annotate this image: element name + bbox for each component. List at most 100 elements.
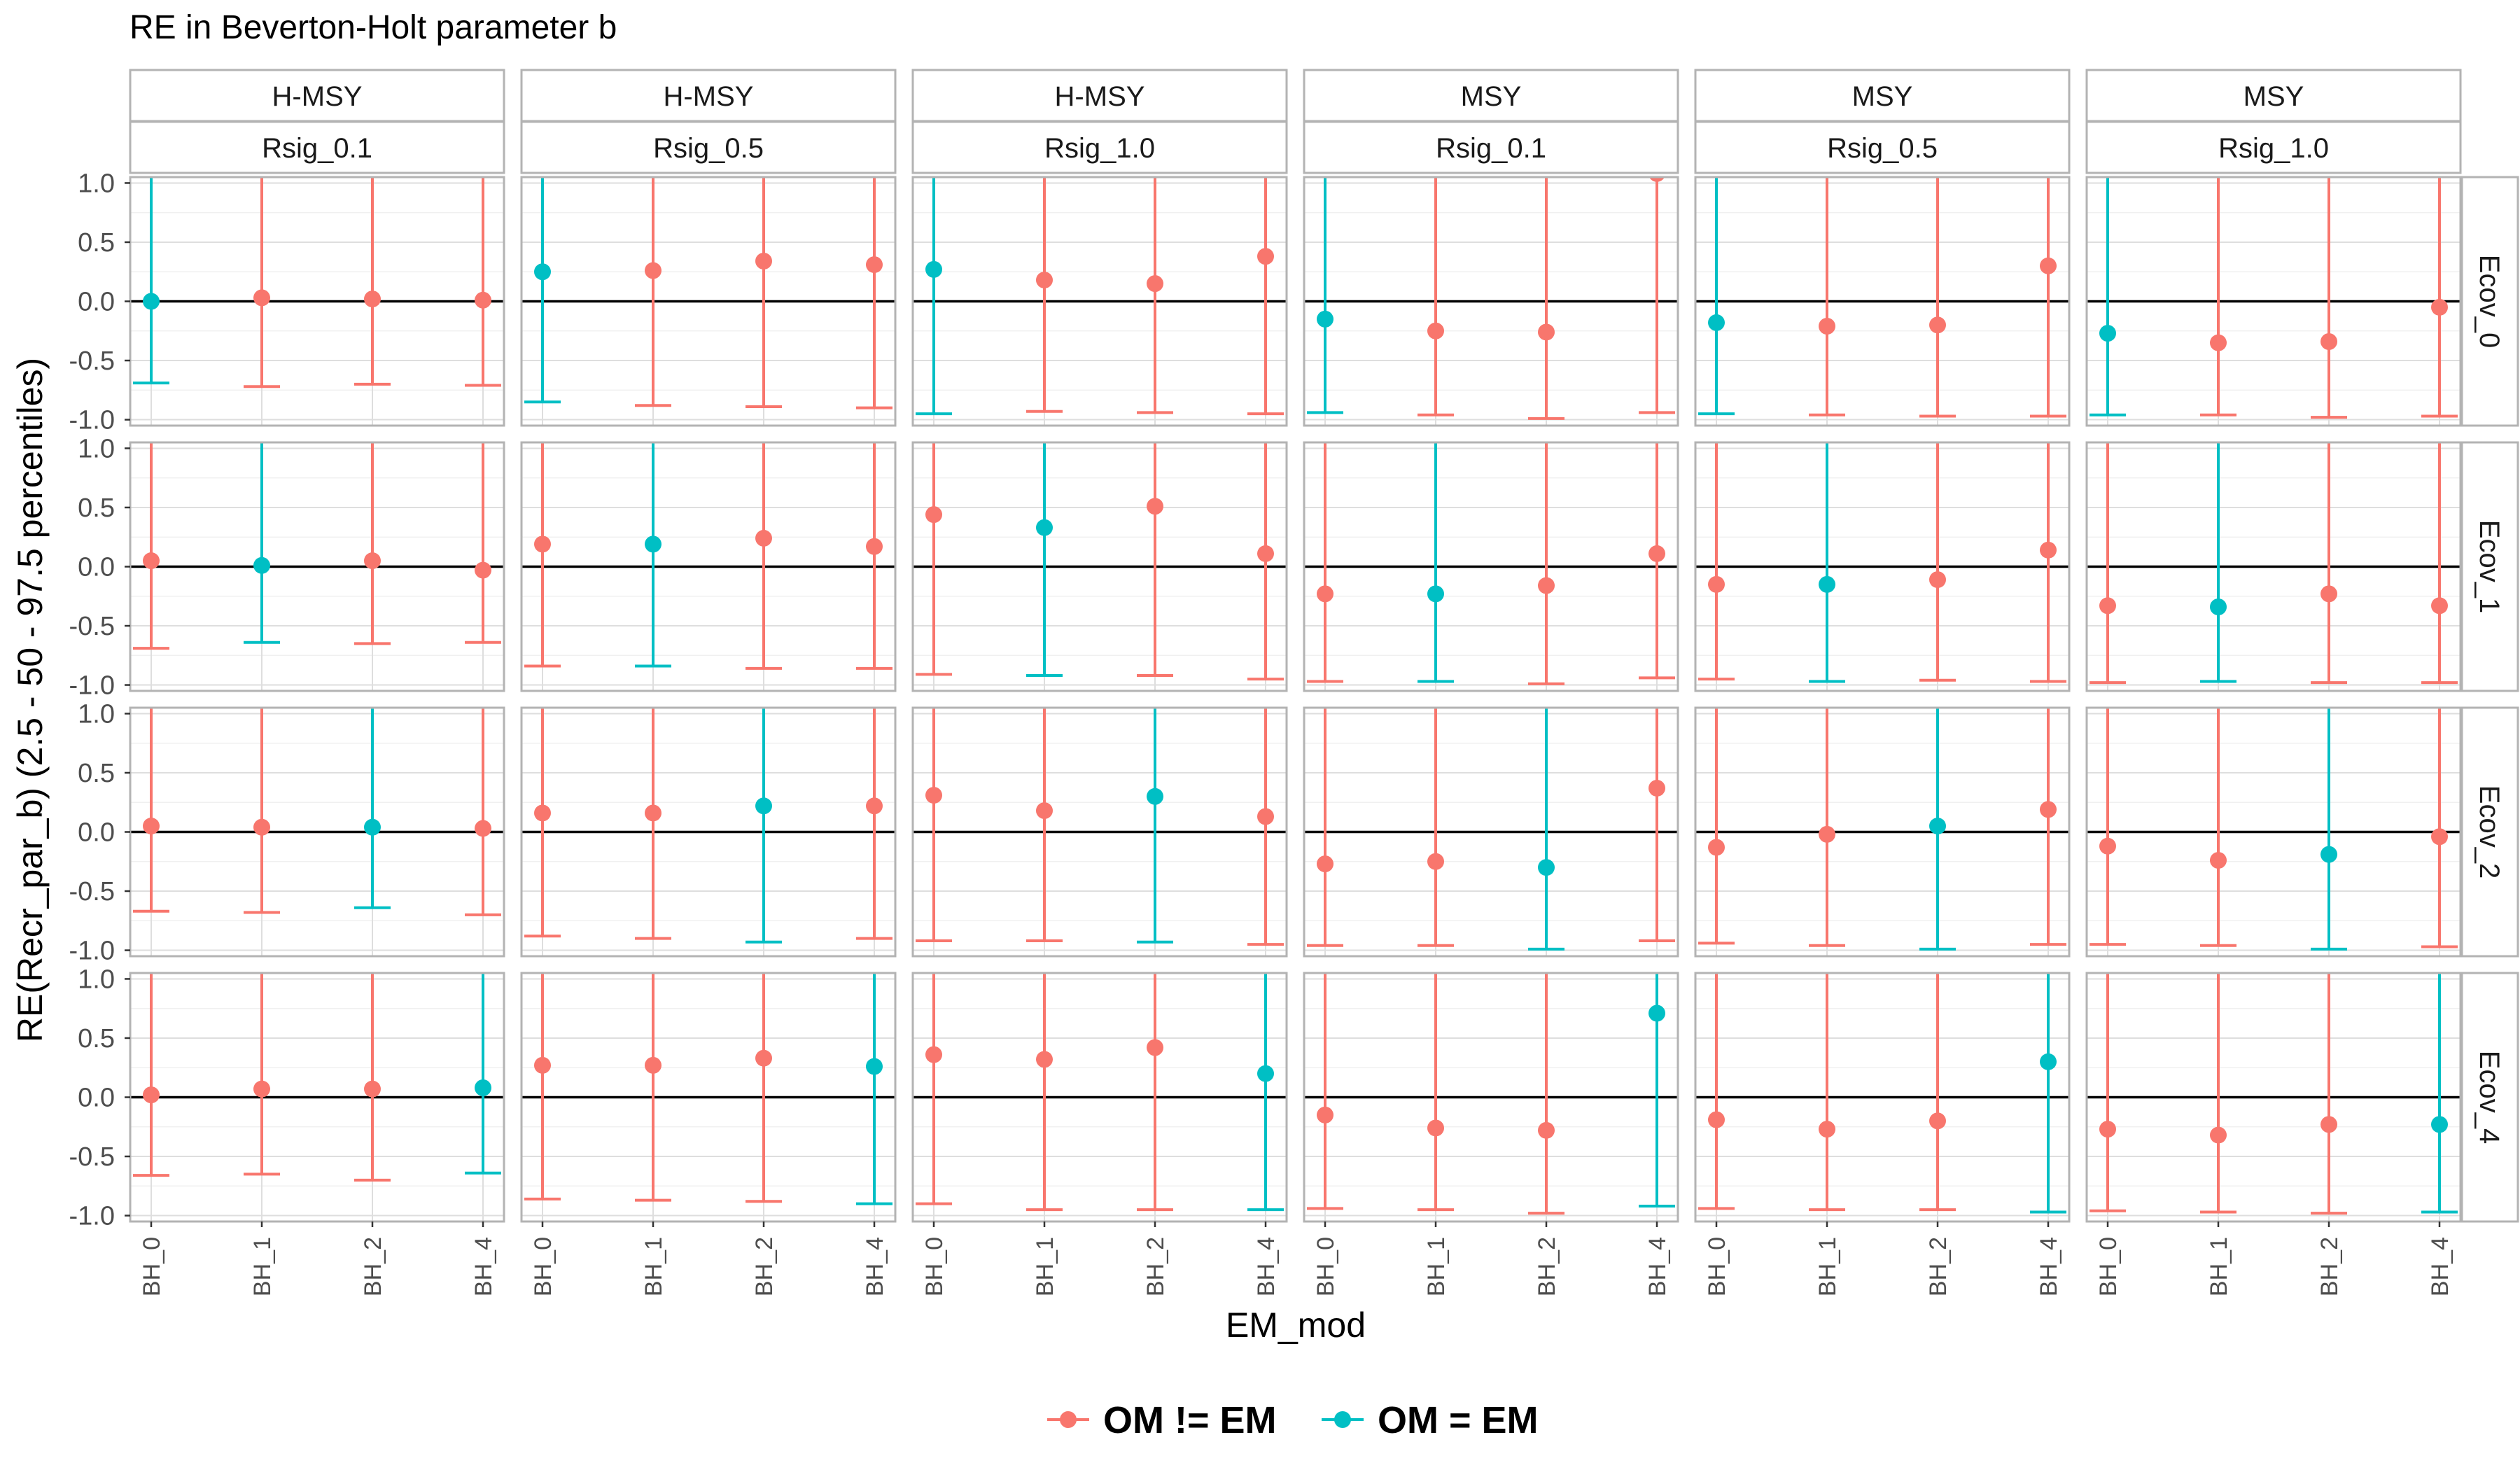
- legend-label: OM != EM: [1103, 1399, 1277, 1441]
- strip-top-label: MSY: [1852, 81, 1913, 112]
- panel-border: [2085, 706, 2462, 958]
- panel-marks: [524, 442, 892, 670]
- median-point: [475, 291, 491, 309]
- panel-border: [911, 706, 1288, 958]
- strip-top-box: [2085, 69, 2462, 122]
- x-tick-label: BH_0: [1704, 1237, 1730, 1296]
- x-tick-label: BH_1: [640, 1237, 667, 1296]
- median-point: [2320, 585, 2337, 603]
- median-point: [1648, 779, 1665, 797]
- panel-border: [1694, 706, 2071, 958]
- median-point: [475, 561, 491, 579]
- legend-key-point: [1060, 1411, 1077, 1428]
- median-point: [1708, 314, 1725, 331]
- facet-panels: H-MSY Rsig_0.1 H-MSY Rsig_0.5 H-MSY Rsig_1.0 M…: [69, 69, 2519, 1296]
- y-tick-label: 0.0: [78, 553, 115, 582]
- median-point: [534, 804, 551, 822]
- x-tick-label: BH_1: [1814, 1237, 1841, 1296]
- x-tick-label: BH_0: [2095, 1237, 2122, 1296]
- median-point: [2099, 1121, 2116, 1138]
- median-point: [755, 797, 772, 815]
- median-point: [2431, 828, 2448, 846]
- strip-bottom-box: [911, 120, 1288, 174]
- panel-marks: [1307, 973, 1675, 1215]
- y-tick-label: 0.5: [78, 759, 115, 788]
- x-tick-label: BH_2: [2316, 1237, 2343, 1296]
- x-tick-label: BH_1: [249, 1237, 276, 1296]
- y-tick-label: -0.5: [69, 1142, 115, 1172]
- y-tick-label: -0.5: [69, 877, 115, 906]
- legend-label: OM = EM: [1378, 1399, 1539, 1441]
- panel-marks: [133, 177, 501, 388]
- panel-marks: [916, 442, 1284, 681]
- strip-top-label: MSY: [2244, 81, 2304, 112]
- median-point: [866, 538, 883, 555]
- median-point: [645, 1056, 662, 1074]
- panel-marks: [1307, 708, 1675, 951]
- median-point: [1317, 1106, 1334, 1124]
- median-point: [2431, 298, 2448, 316]
- median-point: [2099, 597, 2116, 615]
- median-point: [925, 260, 942, 278]
- median-point: [2210, 1126, 2227, 1144]
- panel-border: [2085, 972, 2462, 1223]
- median-point: [1427, 322, 1444, 340]
- median-point: [1708, 839, 1725, 856]
- row-strip-label: Ecov_2: [2474, 785, 2505, 878]
- median-point: [534, 263, 551, 281]
- strip-top-label: MSY: [1461, 81, 1522, 112]
- chart-title: RE in Beverton-Holt parameter b: [130, 9, 617, 46]
- row-strip-box: [2460, 972, 2519, 1223]
- y-tick-label: 1.0: [78, 434, 115, 463]
- median-point: [1538, 1121, 1555, 1139]
- panel-marks: [524, 973, 892, 1205]
- median-point: [645, 262, 662, 279]
- x-axis-title: EM_mod: [1226, 1306, 1366, 1345]
- median-point: [1819, 825, 1835, 843]
- panel-marks: [916, 177, 1284, 416]
- median-point: [1929, 818, 1946, 835]
- strip-top-box: [1694, 69, 2071, 122]
- y-tick-label: 0.0: [78, 1084, 115, 1113]
- row-strip-label: Ecov_4: [2474, 1051, 2505, 1144]
- row-strip-box: [2460, 441, 2519, 692]
- median-point: [1648, 1004, 1665, 1022]
- median-point: [475, 820, 491, 837]
- median-point: [2431, 1116, 2448, 1133]
- median-point: [866, 1058, 883, 1075]
- median-point: [1427, 853, 1444, 870]
- x-tick-label: BH_4: [1644, 1237, 1671, 1296]
- median-point: [1257, 1065, 1274, 1082]
- panel-marks: [1307, 442, 1675, 685]
- x-tick-label: BH_4: [862, 1237, 888, 1296]
- panel-border: [911, 441, 1288, 692]
- x-tick-label: BH_2: [751, 1237, 778, 1296]
- panel-border: [2085, 441, 2462, 692]
- median-point: [1819, 575, 1835, 593]
- median-point: [645, 804, 662, 822]
- median-point: [364, 552, 381, 570]
- panel-border: [1694, 176, 2071, 427]
- median-point: [925, 787, 942, 804]
- median-point: [2210, 598, 2227, 615]
- median-point: [2040, 257, 2057, 274]
- median-point: [1538, 859, 1555, 876]
- x-tick-label: BH_4: [2427, 1237, 2454, 1296]
- y-tick-label: 1.0: [78, 965, 115, 994]
- median-point: [475, 1079, 491, 1096]
- median-point: [1648, 545, 1665, 562]
- median-point: [1929, 316, 1946, 334]
- panel-marks: [2090, 708, 2458, 951]
- y-tick-label: -1.0: [69, 1202, 115, 1231]
- panel-border: [520, 441, 897, 692]
- x-tick-label: BH_4: [1253, 1237, 1280, 1296]
- x-tick-label: BH_0: [921, 1237, 948, 1296]
- y-axis-title: RE(Recr_par_b) (2.5 - 50 - 97.5 percenti…: [10, 358, 50, 1042]
- median-point: [925, 506, 942, 524]
- median-point: [1708, 575, 1725, 593]
- y-tick-label: -0.5: [69, 346, 115, 376]
- median-point: [143, 818, 160, 835]
- x-tick-label: BH_1: [2206, 1237, 2232, 1296]
- panel-border: [2085, 176, 2462, 427]
